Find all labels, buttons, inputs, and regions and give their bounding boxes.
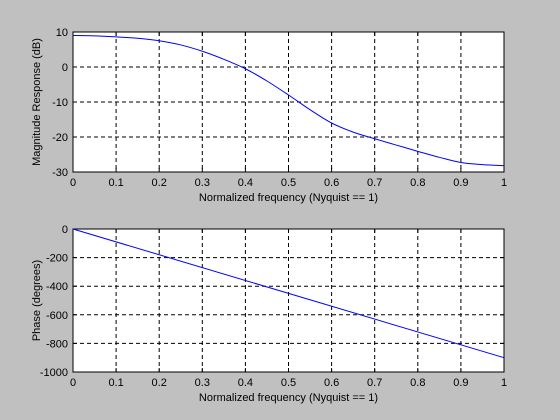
phase-plot: 0 0.1 0.2 0.3 0.4 0.5 0.6 0.7 0.8 0.9 1 0 -200 -400 -…	[31, 224, 507, 404]
phase-x-tick-label: 0	[70, 377, 76, 389]
phase-x-tick-label: 0.8	[410, 377, 425, 389]
phase-x-tick-label: 0.2	[152, 377, 167, 389]
phase-grid-x	[115, 229, 462, 372]
phase-series-line	[72, 228, 505, 359]
magnitude-x-axis-label: Normalized frequency (Nyquist == 1)	[199, 192, 378, 204]
phase-x-tick-label: 0.9	[453, 377, 468, 389]
magnitude-y-axis-label: Magnitude Response (dB)	[31, 38, 43, 166]
phase-y-ticks: 0 -200 -400 -600 -800 -1000	[40, 224, 504, 379]
magnitude-x-tick-label: 0.3	[195, 177, 210, 189]
magnitude-y-ticks: 10 0 -10 -20 -30	[52, 27, 504, 179]
magnitude-x-tick-label: 0.1	[108, 177, 123, 189]
magnitude-plot: 0 0.1 0.2 0.3 0.4 0.5 0.6 0.7 0.8 0.9 1 10 0 -10 -20 -…	[31, 27, 507, 204]
phase-y-tick-label: -800	[46, 338, 68, 350]
magnitude-x-tick-label: 0.5	[281, 177, 296, 189]
magnitude-x-tick-label: 0.4	[238, 177, 253, 189]
magnitude-x-tick-label: 1	[501, 177, 507, 189]
magnitude-x-tick-label: 0	[70, 177, 76, 189]
phase-x-tick-label: 0.5	[281, 377, 296, 389]
magnitude-y-tick-label: -20	[52, 132, 68, 144]
phase-x-tick-label: 0.4	[238, 377, 253, 389]
phase-x-axis-label: Normalized frequency (Nyquist == 1)	[199, 392, 378, 404]
phase-x-tick-label: 0.1	[108, 377, 123, 389]
phase-series-group	[72, 228, 505, 359]
magnitude-y-tick-label: 10	[56, 27, 68, 39]
magnitude-x-tick-label: 0.9	[453, 177, 468, 189]
phase-y-tick-label: -600	[46, 310, 68, 322]
magnitude-series-group	[72, 35, 505, 167]
magnitude-y-tick-label: -10	[52, 97, 68, 109]
phase-x-tick-label: 0.6	[324, 377, 339, 389]
magnitude-series-line	[72, 35, 505, 167]
magnitude-x-tick-label: 0.8	[410, 177, 425, 189]
phase-y-tick-label: 0	[62, 224, 68, 236]
magnitude-y-tick-label: 0	[62, 62, 68, 74]
phase-y-tick-label: -1000	[40, 367, 68, 379]
phase-x-tick-label: 1	[501, 377, 507, 389]
magnitude-y-tick-label: -30	[52, 167, 68, 179]
phase-grid-y	[73, 257, 504, 344]
magnitude-grid-y	[73, 66, 504, 138]
phase-y-axis-label: Phase (degrees)	[31, 260, 43, 341]
phase-y-tick-label: -200	[46, 253, 68, 265]
phase-x-tick-label: 0.3	[195, 377, 210, 389]
phase-x-ticks: 0 0.1 0.2 0.3 0.4 0.5 0.6 0.7 0.8 0.9 1	[70, 229, 507, 389]
magnitude-x-tick-label: 0.7	[367, 177, 382, 189]
magnitude-x-tick-label: 0.2	[152, 177, 167, 189]
phase-y-tick-label: -400	[46, 281, 68, 293]
magnitude-x-ticks: 0 0.1 0.2 0.3 0.4 0.5 0.6 0.7 0.8 0.9 1	[70, 32, 507, 189]
magnitude-x-tick-label: 0.6	[324, 177, 339, 189]
phase-x-tick-label: 0.7	[367, 377, 382, 389]
